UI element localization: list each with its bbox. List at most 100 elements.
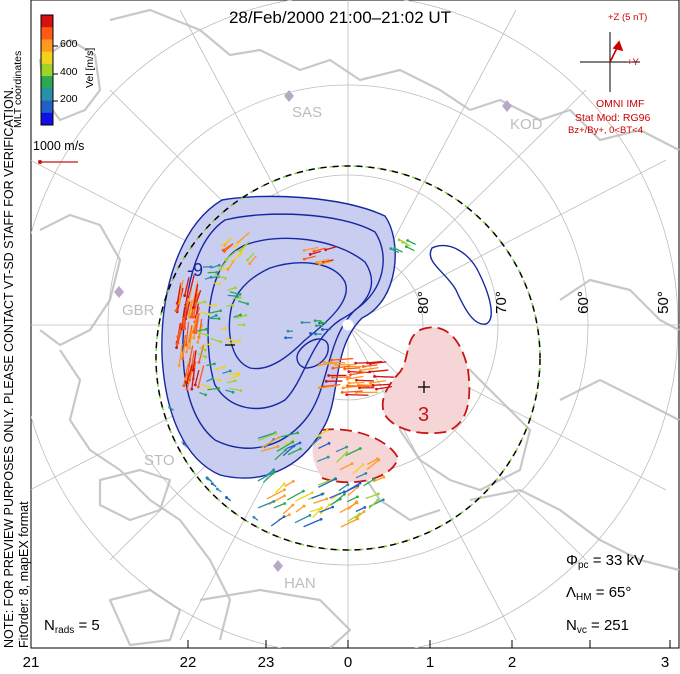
vector-scale-arrow [38,160,78,164]
velocity-vector-origin [219,379,222,382]
colorbar-cell [41,15,53,28]
colorbar-cell [41,112,53,126]
velocity-vector [207,387,219,391]
velocity-vector-origin [284,448,288,452]
velocity-vector-origin [364,471,368,475]
velocity-vector [188,274,195,298]
nvc-value: = 251 [591,617,629,634]
velocity-vector [318,478,336,488]
velocity-vector-origin [358,512,362,516]
velocity-vector-origin [321,328,324,331]
velocity-vector-origin [389,247,393,251]
velocity-vector-origin [315,324,318,328]
positive-potential-label: 3 [418,404,430,426]
velocity-vector-origin [291,479,295,483]
velocity-vector-origin [218,282,222,286]
velocity-vector-origin [231,303,235,307]
velocity-vector [310,250,322,255]
velocity-vector [195,302,200,317]
velocity-vector-origin [308,513,312,517]
site-label-han: HAN [284,575,316,592]
velocity-vector [287,490,304,501]
velocity-vector-origin [406,239,410,242]
velocity-vector-origin [187,312,191,316]
velocity-vector-origin [342,490,346,494]
velocity-vector [176,285,182,303]
velocity-vector [348,370,371,374]
velocity-vector-origin [358,368,362,372]
velocity-vector-origin [376,498,380,502]
velocity-vector-origin [358,447,362,450]
mlt-tick-0: 0 [343,654,353,671]
velocity-vector-origin [184,343,188,347]
velocity-vector-origin [215,487,219,491]
velocity-vector-origin [375,387,378,391]
velocity-vector-origin [312,249,316,253]
velocity-vector-origin [345,377,349,381]
velocity-vector-origin [168,405,172,409]
velocity-vector [234,240,242,248]
colorbar-ticks [53,45,58,102]
velocity-vector [352,464,364,475]
velocity-vector [355,472,367,479]
velocity-vector [332,365,350,369]
velocity-vector-origin [369,381,372,385]
velocity-vector-origin [382,475,386,479]
velocity-vector-origin [185,350,188,354]
velocity-vector-origin [197,360,201,364]
velocity-vector-origin [244,313,248,317]
velocity-vector [193,281,199,301]
velocity-vector [329,491,345,499]
nrads-symbol: N [44,617,55,634]
velocity-vector [247,252,255,261]
velocity-vector [309,507,322,513]
velocity-vector [227,294,238,297]
velocity-vector [229,374,240,380]
velocity-vector-origin [217,263,221,267]
velocity-vector-origin [331,366,335,370]
velocity-vector-origin [219,309,223,313]
velocity-vector-origin [315,261,318,264]
velocity-vector-origin [298,447,302,451]
velocity-vector [195,315,200,333]
velocity-vector-origin [208,343,212,346]
velocity-vector-origin [350,462,354,466]
velocity-vector [394,247,403,253]
velocity-vector [188,299,193,315]
velocity-vector-origin [393,246,396,250]
velocity-vector-origin [221,243,225,247]
nrads-value: = 5 [78,617,100,634]
velocity-vector-origin [300,321,304,324]
velocity-vector-origin [191,306,195,310]
velocity-vector [338,484,349,492]
velocity-vector-origin [185,387,189,391]
velocity-vector-origin [209,275,213,279]
velocity-vector [317,477,336,486]
velocity-vector-origin [210,482,214,486]
velocity-vector-origin [182,384,186,388]
velocity-vector-origin [276,445,280,448]
velocity-vector [282,445,295,457]
velocity-vector-origin [203,300,207,304]
velocity-vector-origin [175,346,178,350]
velocity-vector-origin [246,258,249,262]
velocity-vector-origin [349,373,352,376]
velocity-vector-origin [177,364,181,367]
velocity-vector [185,322,190,346]
velocity-vector-origin [194,331,198,334]
velocity-vector [390,248,400,254]
velocity-vector [229,291,241,295]
velocity-vector [319,260,333,265]
velocity-vector-origin [347,370,351,374]
velocity-vector [303,518,322,528]
velocity-vector-origin [347,381,351,385]
velocity-vector-origin [283,502,287,505]
velocity-vector-origin [282,515,286,519]
velocity-vector-origin [363,505,367,509]
velocity-vector-origin [361,365,365,368]
velocity-vector-origin [233,286,237,290]
positive-cell-pale-fill [312,430,398,483]
velocity-vector [198,331,208,336]
velocity-vector-origin [187,364,191,368]
